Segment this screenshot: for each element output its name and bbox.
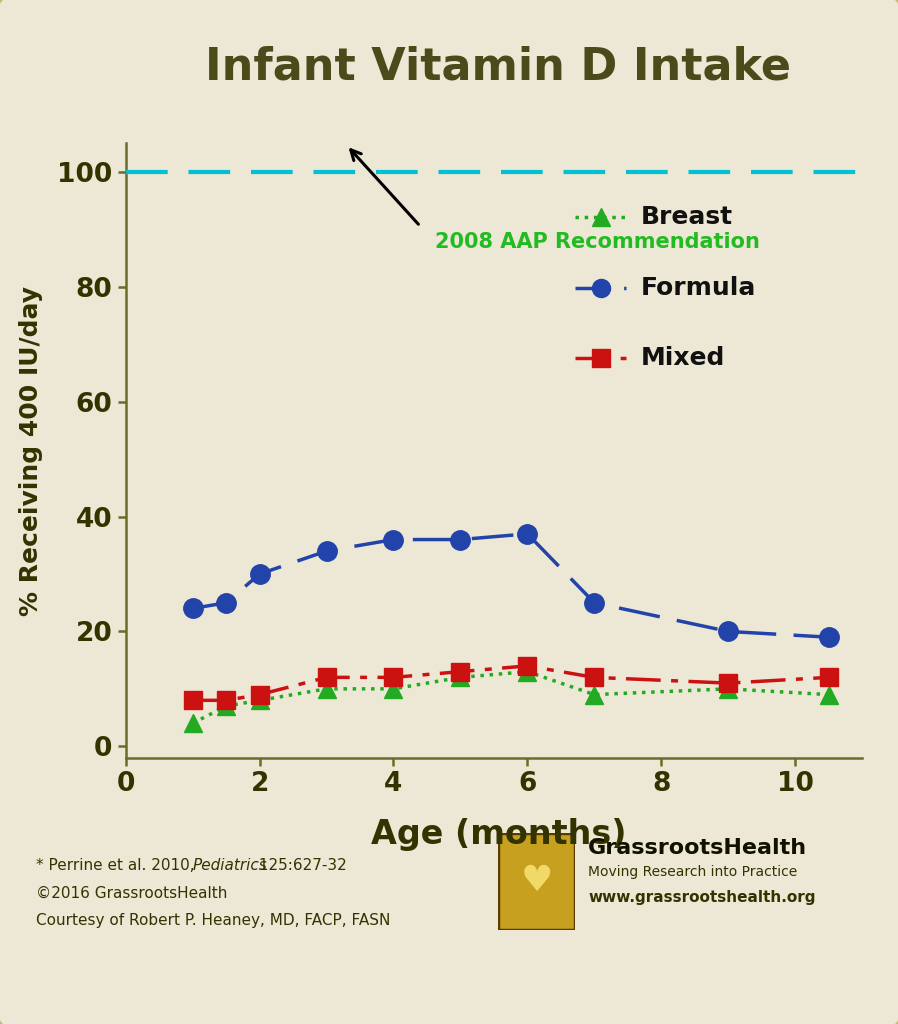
Text: Formula: Formula — [641, 275, 756, 300]
Text: GrassrootsHealth: GrassrootsHealth — [588, 838, 807, 858]
Y-axis label: % Receiving 400 IU/day: % Receiving 400 IU/day — [20, 286, 43, 615]
Text: www.grassrootshealth.org: www.grassrootshealth.org — [588, 890, 815, 904]
Text: ©2016 GrassrootsHealth: ©2016 GrassrootsHealth — [36, 886, 227, 900]
Text: 2008 AAP Recommendation: 2008 AAP Recommendation — [435, 232, 760, 253]
Text: Moving Research into Practice: Moving Research into Practice — [588, 865, 797, 880]
Text: ♥: ♥ — [520, 864, 553, 898]
Text: Mixed: Mixed — [641, 346, 726, 371]
Text: Courtesy of Robert P. Heaney, MD, FACP, FASN: Courtesy of Robert P. Heaney, MD, FACP, … — [36, 913, 391, 928]
Text: Age (months): Age (months) — [371, 818, 626, 851]
Text: * Perrine et al. 2010,: * Perrine et al. 2010, — [36, 858, 199, 872]
Text: 125:627-32: 125:627-32 — [254, 858, 347, 872]
Text: Breast: Breast — [641, 205, 734, 229]
Text: Pediatrics: Pediatrics — [193, 858, 268, 872]
Text: Infant Vitamin D Intake: Infant Vitamin D Intake — [206, 45, 791, 88]
FancyBboxPatch shape — [498, 833, 575, 930]
